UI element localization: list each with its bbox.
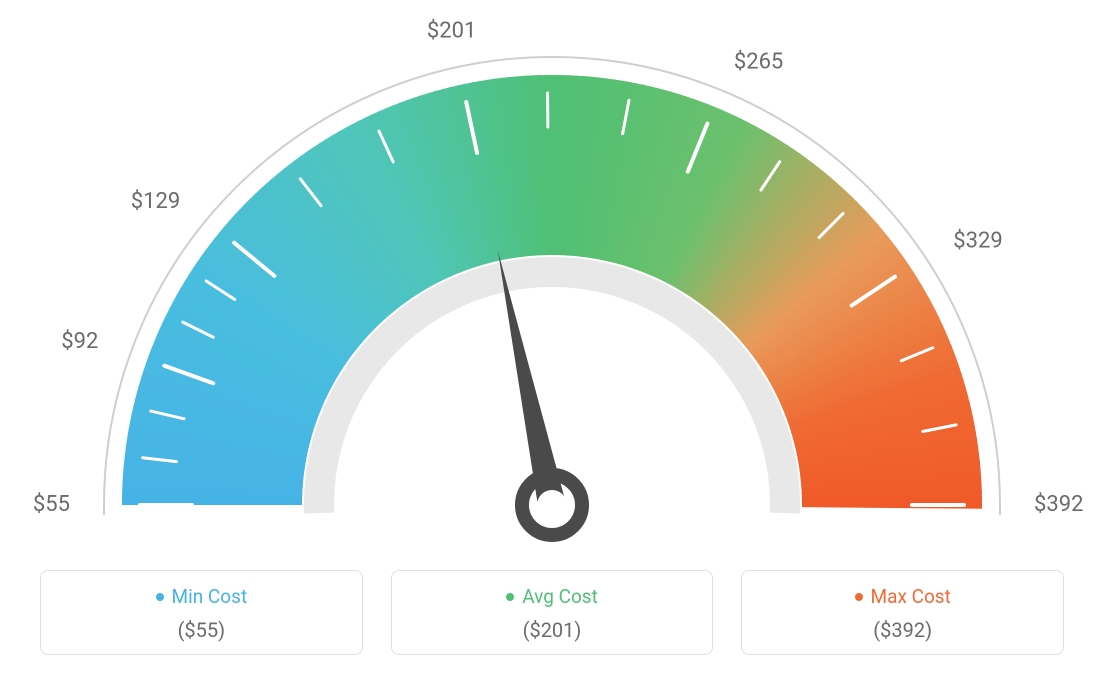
legend-value-min: ($55)	[51, 618, 352, 642]
svg-text:$129: $129	[131, 189, 180, 214]
legend-dot-max	[855, 593, 863, 601]
svg-text:$55: $55	[33, 492, 70, 517]
svg-text:$329: $329	[953, 229, 1002, 254]
legend-title-max: Max Cost	[855, 585, 951, 608]
legend-value-max: ($392)	[752, 618, 1053, 642]
legend-row: Min Cost ($55) Avg Cost ($201) Max Cost …	[0, 570, 1104, 655]
svg-text:$392: $392	[1034, 492, 1083, 517]
legend-dot-min	[156, 593, 164, 601]
svg-text:$201: $201	[427, 18, 476, 43]
gauge-svg: $55 $92 $129 $201 $265 $329 $392	[0, 0, 1104, 560]
svg-text:$265: $265	[734, 49, 783, 74]
svg-text:$92: $92	[61, 329, 98, 354]
legend-title-avg: Avg Cost	[506, 585, 598, 608]
legend-card-min: Min Cost ($55)	[40, 570, 363, 655]
legend-label-min: Min Cost	[172, 585, 248, 608]
legend-dot-avg	[506, 593, 514, 601]
legend-label-max: Max Cost	[871, 585, 951, 608]
legend-value-avg: ($201)	[402, 618, 703, 642]
legend-label-avg: Avg Cost	[522, 585, 598, 608]
legend-card-max: Max Cost ($392)	[741, 570, 1064, 655]
gauge-chart: $55 $92 $129 $201 $265 $329 $392	[0, 0, 1104, 560]
legend-title-min: Min Cost	[156, 585, 248, 608]
legend-card-avg: Avg Cost ($201)	[391, 570, 714, 655]
